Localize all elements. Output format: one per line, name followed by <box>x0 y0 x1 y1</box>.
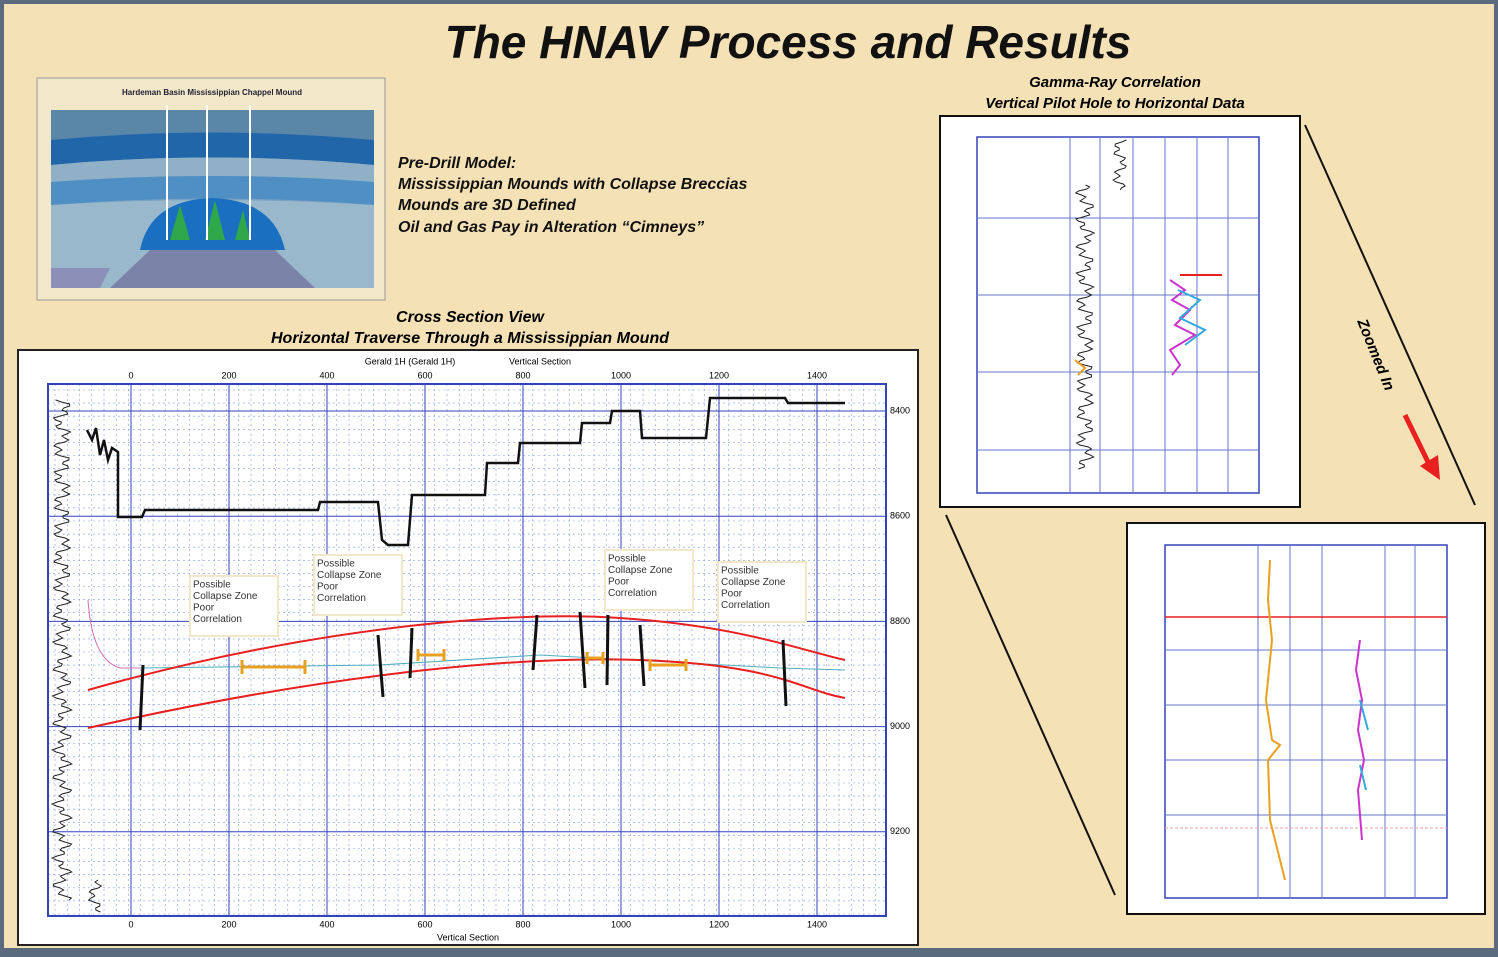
x-tick-label: 1200 <box>709 370 729 380</box>
notes: Pre-Drill Model: Mississippian Mounds wi… <box>398 155 748 236</box>
y-tick-label: 8800 <box>890 616 910 626</box>
annotation-text: Collapse Zone <box>721 577 786 588</box>
notes-line: Mississippian Mounds with Collapse Brecc… <box>398 176 748 193</box>
zoom-arrowhead <box>1420 455 1440 480</box>
x-tick-label: 1000 <box>611 370 631 380</box>
annotation-text: Poor <box>193 603 215 614</box>
x-tick-label: 400 <box>319 370 334 380</box>
zoom-line <box>1304 124 1476 506</box>
gamma-subtitle: Vertical Pilot Hole to Horizontal Data <box>985 95 1244 112</box>
y-tick-label: 8400 <box>890 405 910 415</box>
x-tick-label: 600 <box>417 919 432 929</box>
annotation-text: Correlation <box>721 600 770 611</box>
header: Gerald 1H (Gerald 1H) <box>365 356 456 366</box>
horizon-top <box>87 615 846 691</box>
zoom-panel <box>1126 522 1486 915</box>
annotation-text: Poor <box>721 589 743 600</box>
trace <box>87 599 140 669</box>
x-label: Vertical Section <box>437 932 499 942</box>
annotation-text: Correlation <box>608 588 657 599</box>
annotation-text: Possible <box>721 566 759 577</box>
x-tick-label: 1000 <box>611 919 631 929</box>
collapse-zones <box>240 649 688 674</box>
y-tick-label: 9000 <box>890 721 910 731</box>
x-tick-label: 200 <box>221 370 236 380</box>
title: The HNAV Process and Results <box>445 16 1132 68</box>
annotation-text: Poor <box>608 577 630 588</box>
annotation-text: Correlation <box>193 614 242 625</box>
annotation-box <box>313 554 403 616</box>
cross-title: Cross Section View <box>396 309 545 326</box>
gamma-panel <box>939 115 1301 508</box>
annotation-text: Possible <box>317 559 355 570</box>
notes-heading: Pre-Drill Model: <box>398 155 516 172</box>
annotation-box <box>717 561 807 623</box>
x-tick-label: 800 <box>515 370 530 380</box>
notes-line: Mounds are 3D Defined <box>398 197 577 214</box>
model-title: Hardeman Basin Mississippian Chappel Mou… <box>122 88 302 97</box>
model-diagram: Hardeman Basin Mississippian Chappel Mou… <box>36 77 386 301</box>
x-tick-label: 800 <box>515 919 530 929</box>
plot-border <box>47 383 887 917</box>
header: Vertical Section <box>509 356 571 366</box>
well-path <box>85 396 845 547</box>
x-tick-label: 600 <box>417 370 432 380</box>
x-tick-label: 1400 <box>807 370 827 380</box>
horizon-base <box>87 658 846 729</box>
annotation-text: Correlation <box>317 593 366 604</box>
annotation-box <box>604 549 694 611</box>
x-tick-label: 1200 <box>709 919 729 929</box>
annotation-text: Possible <box>193 580 231 591</box>
x-tick-label: 1400 <box>807 919 827 929</box>
gamma-title: Gamma-Ray Correlation <box>1029 74 1201 91</box>
faults <box>138 611 788 731</box>
x-tick-label: 0 <box>128 919 133 929</box>
zoom-line <box>945 514 1116 896</box>
y-tick-label: 8600 <box>890 511 910 521</box>
annotation-box <box>189 575 279 637</box>
cross-subtitle: Horizontal Traverse Through a Mississipp… <box>271 330 670 347</box>
annotation-text: Possible <box>608 554 646 565</box>
annotation-text: Collapse Zone <box>608 565 673 576</box>
annotation-text: Collapse Zone <box>317 570 382 581</box>
x-tick-label: 0 <box>128 370 133 380</box>
gamma-log <box>50 399 103 913</box>
zoom-arrow <box>1402 413 1431 464</box>
annotation-text: Poor <box>317 582 339 593</box>
y-tick-label: 9200 <box>890 826 910 836</box>
annotation-text: Collapse Zone <box>193 591 258 602</box>
cross-frame <box>17 349 919 946</box>
x-tick-label: 400 <box>319 919 334 929</box>
notes-line: Oil and Gas Pay in Alteration “Cimneys” <box>398 219 704 236</box>
x-tick-label: 200 <box>221 919 236 929</box>
